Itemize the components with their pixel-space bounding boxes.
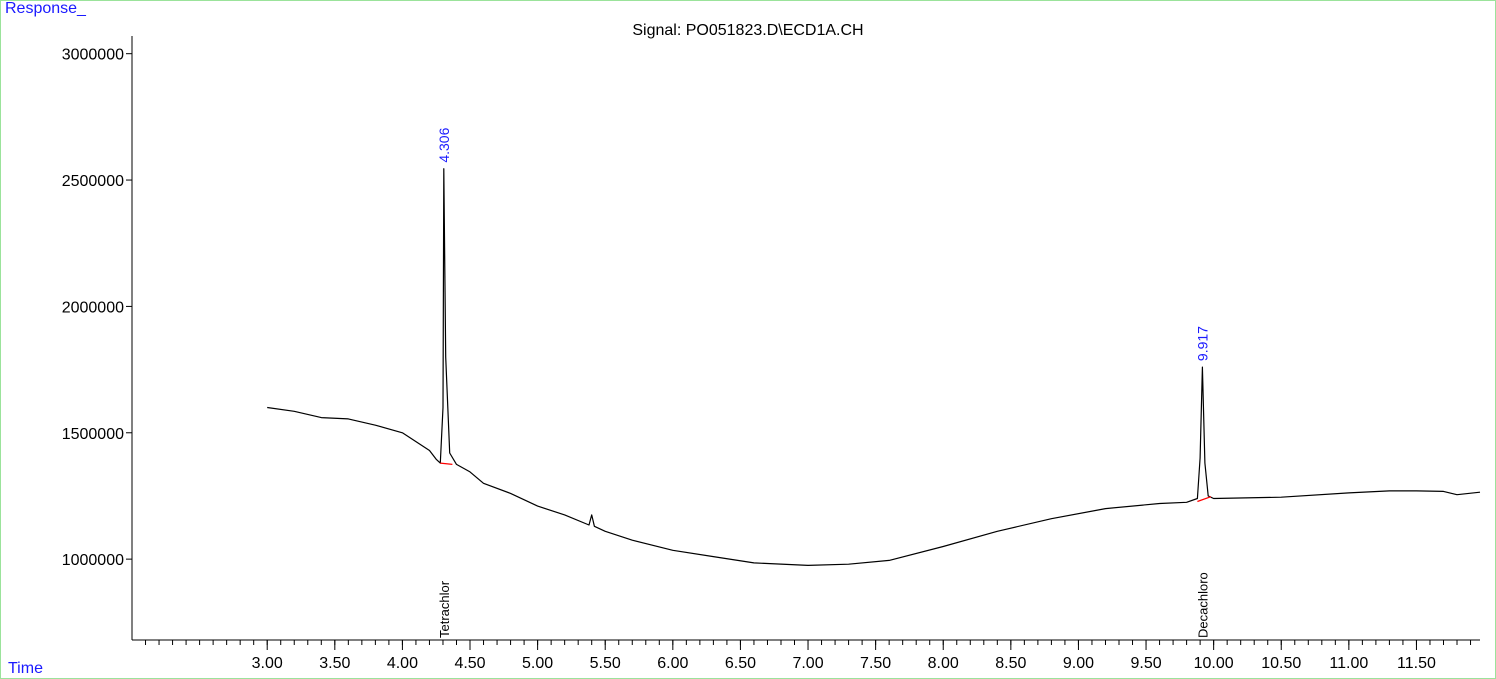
x-tick-label: 4.00 <box>387 655 418 672</box>
compound-label: Decachloro <box>1195 572 1210 638</box>
annotations-group: 4.306 Tetrachlor 9.917 Decachloro <box>436 127 1211 638</box>
x-tick-label: 9.00 <box>1063 655 1094 672</box>
x-tick-label: 8.00 <box>928 655 959 672</box>
peak-time-label: 4.306 <box>436 127 452 162</box>
x-tick-label: 6.00 <box>657 655 688 672</box>
x-tick-label: 7.00 <box>792 655 823 672</box>
x-tick-label: 10.00 <box>1194 655 1234 672</box>
x-tick-label: 4.50 <box>454 655 485 672</box>
x-tick-label: 9.50 <box>1130 655 1161 672</box>
x-tick-label: 3.00 <box>252 655 283 672</box>
x-tick-label: 11.50 <box>1397 655 1436 672</box>
y-tick-label: 1500000 <box>62 426 124 443</box>
chart-title: Signal: PO051823.D\ECD1A.CH <box>632 22 864 39</box>
y-tick-label: 3000000 <box>62 47 124 64</box>
peak-time-label: 9.917 <box>1194 326 1210 361</box>
peak-baseline <box>440 462 453 465</box>
x-tick-label: 11.00 <box>1329 655 1368 672</box>
y-tick-label: 1000000 <box>62 552 124 569</box>
x-tick-label: 5.50 <box>590 655 621 672</box>
compound-label: Tetrachlor <box>437 580 452 638</box>
y-tick-label: 2000000 <box>62 299 124 316</box>
y-axis-label: Response_ <box>5 0 86 17</box>
x-tick-label: 10.50 <box>1261 655 1301 672</box>
x-tick-label: 5.00 <box>522 655 553 672</box>
x-tick-label: 3.50 <box>319 655 350 672</box>
signal-trace <box>267 168 1481 567</box>
x-tick-label: 6.50 <box>725 655 756 672</box>
x-tick-label: 8.50 <box>995 655 1026 672</box>
peak-baseline <box>1197 496 1212 503</box>
axes-group: 3.00 3.50 4.00 4.50 5.00 5.50 6.00 6.50 7.00 7.50… <box>62 36 1480 672</box>
traces-group <box>267 168 1481 567</box>
y-tick-label: 2500000 <box>62 173 124 190</box>
x-axis-label: Time <box>8 660 43 677</box>
x-tick-label: 7.50 <box>860 655 891 672</box>
